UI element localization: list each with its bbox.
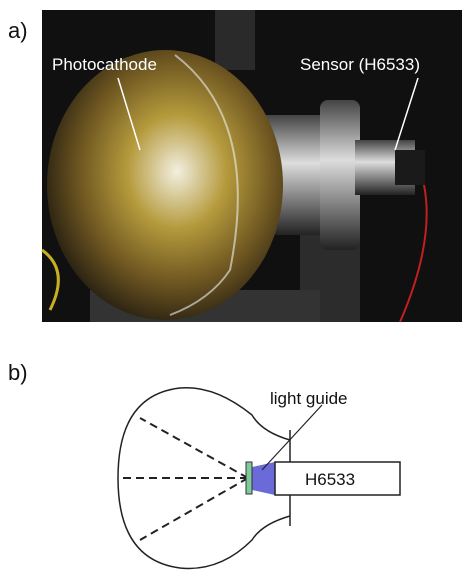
annotation: Photocathode <box>52 55 157 74</box>
annotation: light guide <box>270 389 348 408</box>
annotation: Sensor (H6533) <box>300 55 420 74</box>
panel-label: a) <box>8 18 28 43</box>
diagram <box>118 388 400 569</box>
figure: a) Photocathode Sensor (H6533) b) light … <box>0 0 468 573</box>
box-label: H6533 <box>305 470 355 489</box>
panel-label: b) <box>8 360 28 385</box>
